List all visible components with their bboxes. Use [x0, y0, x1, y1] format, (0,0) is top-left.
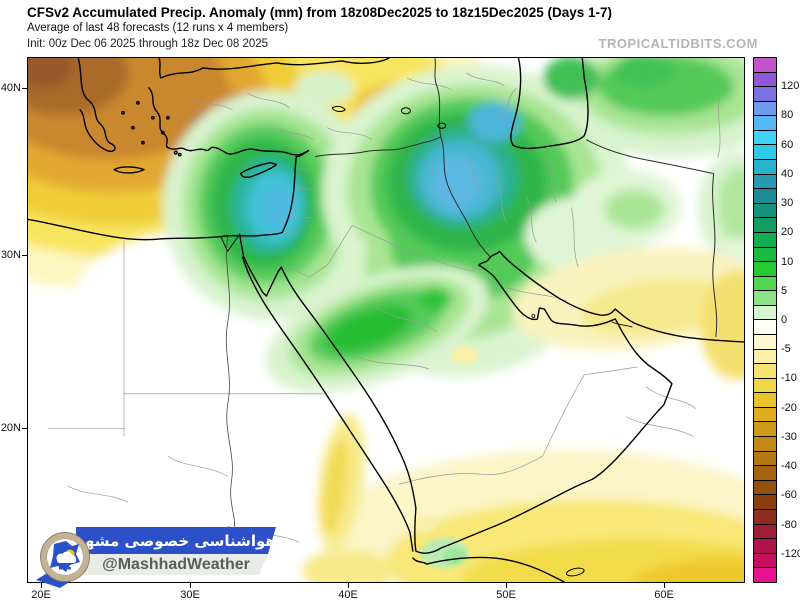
colorbar-label: 60: [781, 138, 794, 151]
lat-tick-label: 20N: [0, 422, 21, 434]
colorbar-label: 30: [781, 197, 794, 210]
site-watermark: TROPICALTIDBITS.COM: [598, 36, 758, 51]
colorbar-cell: [754, 406, 776, 422]
colorbar-label: -60: [781, 489, 797, 502]
colorbar-label: 40: [781, 167, 794, 180]
colorbar-cell: [754, 71, 776, 87]
colorbar-cell: [754, 392, 776, 407]
colorbar-cell: [754, 246, 776, 262]
colorbar-cell: [754, 290, 776, 305]
anomaly-blobs: [28, 58, 744, 582]
colorbar-cell: [754, 523, 776, 539]
colorbar-cell: [754, 450, 776, 466]
lat-tick: [22, 88, 27, 89]
colorbar-label: -10: [781, 372, 797, 385]
watermark-banner-handle: @MashhadWeather: [84, 554, 268, 575]
colorbar-label: -40: [781, 460, 797, 473]
cloud-icon: [56, 551, 76, 563]
lon-tick: [664, 583, 665, 588]
colorbar-label: 20: [781, 226, 794, 239]
init-line: Init: 00z Dec 06 2025 through 18z Dec 08…: [27, 38, 269, 50]
logo-emblem: [50, 541, 80, 572]
colorbar-cell: [754, 275, 776, 291]
colorbar-cell: [754, 494, 776, 509]
colorbar-cell: [754, 261, 776, 276]
lon-tick: [348, 583, 349, 588]
colorbar-cell: [754, 508, 776, 524]
coastlines: [28, 58, 744, 582]
weather-map: [27, 57, 745, 583]
lon-tick: [506, 583, 507, 588]
colorbar-cell: [754, 217, 776, 232]
colorbar-cell: [754, 231, 776, 247]
watermark-handle-text: @MashhadWeather: [102, 555, 250, 573]
colorbar-cell: [754, 465, 776, 480]
colorbar-cell: [754, 421, 776, 437]
lon-tick-label: 20E: [31, 589, 51, 601]
major-borders: [315, 58, 718, 338]
watermark-persian-text: هواشناسی خصوصی مشهد: [76, 531, 276, 550]
lon-tick: [41, 583, 42, 588]
colorbar-cell: [754, 144, 776, 160]
small-anomaly-patches: [413, 345, 479, 569]
colorbar-label: 10: [781, 255, 794, 268]
colorbar-label: -5: [781, 343, 791, 356]
lat-tick-label: 40N: [0, 82, 21, 94]
page-title: CFSv2 Accumulated Precip. Anomaly (mm) f…: [27, 5, 613, 20]
colorbar-cell: [754, 159, 776, 174]
colorbar-cell: [754, 100, 776, 116]
colorbar-label: -120: [781, 547, 800, 560]
lat-tick: [22, 428, 27, 429]
colorbar-cell: [754, 129, 776, 145]
colorbar-cell: [754, 552, 776, 568]
colorbar-cell: [754, 363, 776, 378]
colorbar-cell: [754, 115, 776, 130]
colorbar-cell: [754, 86, 776, 101]
colorbar-cell: [754, 479, 776, 495]
colorbar-label: -80: [781, 518, 797, 531]
forecast-subtitle: Average of last 48 forecasts (12 runs x …: [27, 22, 289, 34]
colorbar-cell: [754, 202, 776, 218]
lat-tick-label: 30N: [0, 249, 21, 261]
colorbar-cell: [754, 436, 776, 451]
colorbar-cell: [754, 377, 776, 393]
colorbar-label: -30: [781, 430, 797, 443]
colorbar-label: 0: [781, 314, 788, 326]
colorbar-label: -20: [781, 401, 797, 414]
lon-tick-label: 40E: [338, 589, 358, 601]
colorbar-label: 80: [781, 109, 794, 122]
lon-tick-label: 50E: [496, 589, 516, 601]
logo-caption-marks: [59, 567, 71, 570]
colorbar-label: 5: [781, 284, 788, 297]
watermark-banner-persian: هواشناسی خصوصی مشهد: [76, 527, 276, 554]
lon-tick: [190, 583, 191, 588]
colorbar-cell: [754, 304, 776, 320]
colorbar-cell: [754, 319, 776, 334]
country-borders: [48, 72, 721, 561]
lon-tick-label: 30E: [180, 589, 200, 601]
lon-tick-label: 60E: [654, 589, 674, 601]
colorbar-cell: [754, 173, 776, 189]
colorbar-cell: [754, 58, 776, 72]
colorbar-cell: [754, 188, 776, 203]
precip-anomaly-field: [28, 58, 744, 582]
mashhadweather-logo: [41, 533, 89, 581]
colorbar-cell: [754, 567, 776, 582]
colorbar-label: 120: [781, 80, 800, 93]
colorbar-cell: [754, 538, 776, 553]
colorbar: [753, 57, 777, 583]
lat-tick: [22, 255, 27, 256]
colorbar-cell: [754, 348, 776, 364]
colorbar-cell: [754, 333, 776, 349]
